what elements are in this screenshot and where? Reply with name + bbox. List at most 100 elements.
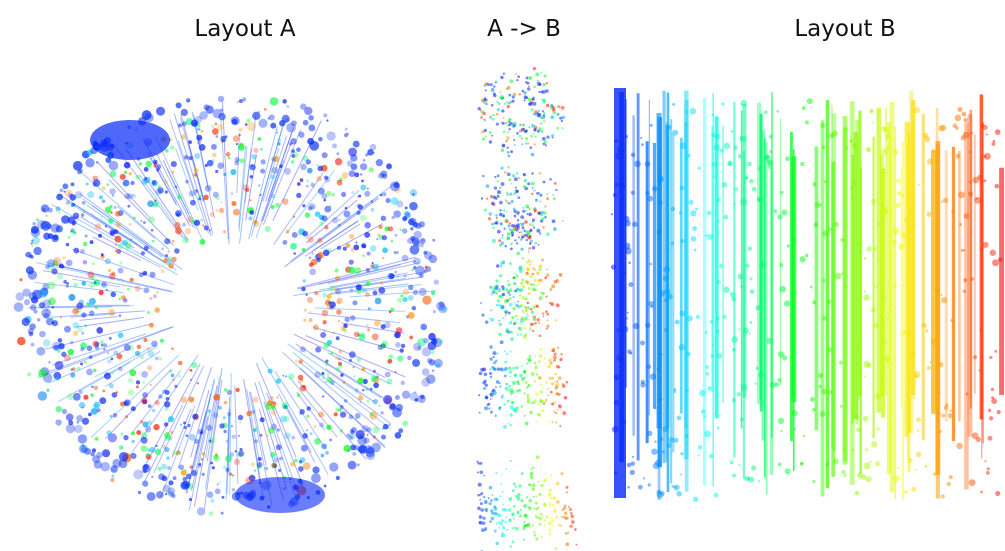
node [307, 236, 314, 243]
node [557, 346, 560, 349]
node [676, 490, 683, 497]
node [542, 83, 546, 87]
node [755, 305, 762, 311]
edge [52, 264, 172, 292]
node [917, 183, 921, 186]
node [559, 524, 562, 527]
node [147, 420, 152, 425]
node [488, 117, 491, 120]
node [51, 305, 55, 309]
node [498, 526, 501, 529]
edge [51, 333, 147, 366]
node [310, 182, 315, 188]
node [536, 516, 540, 520]
node [491, 222, 495, 226]
node [23, 299, 31, 306]
node [361, 179, 364, 183]
node [303, 318, 307, 322]
node [149, 383, 152, 386]
node [518, 514, 522, 518]
node [302, 279, 306, 283]
node [492, 226, 495, 230]
node [335, 475, 340, 480]
node [427, 341, 437, 351]
node [134, 350, 141, 357]
node [329, 462, 339, 472]
node [296, 182, 301, 186]
node [932, 472, 937, 476]
node [304, 106, 313, 116]
node [925, 329, 929, 333]
node [321, 443, 327, 450]
node [111, 194, 115, 197]
node [309, 432, 313, 436]
node [151, 180, 156, 185]
node [884, 133, 891, 140]
node [616, 328, 620, 332]
node [558, 376, 562, 381]
node [484, 119, 486, 122]
node [480, 528, 485, 533]
node [992, 139, 996, 143]
node [989, 355, 993, 360]
node [29, 323, 36, 330]
node [940, 200, 943, 203]
node [163, 179, 168, 185]
node [498, 303, 502, 307]
node [526, 301, 530, 305]
node [225, 439, 229, 443]
node [411, 268, 415, 272]
node [519, 373, 523, 378]
node [140, 436, 148, 444]
node [542, 226, 545, 229]
node [130, 180, 135, 186]
node [131, 431, 136, 436]
node [554, 372, 558, 376]
node [972, 176, 980, 184]
node [872, 247, 877, 251]
node [409, 244, 420, 255]
node [515, 172, 519, 175]
node [549, 474, 553, 478]
node [490, 194, 494, 199]
node [570, 520, 575, 524]
node [366, 323, 369, 327]
node [40, 220, 51, 231]
node [521, 296, 526, 300]
node [57, 338, 63, 343]
node [508, 128, 511, 131]
node [968, 180, 972, 184]
node [747, 246, 753, 251]
node [546, 324, 550, 329]
node [302, 119, 309, 126]
node [372, 263, 380, 271]
node [528, 208, 531, 211]
node [487, 216, 492, 221]
node [396, 297, 403, 303]
node [296, 192, 302, 199]
node [253, 219, 258, 225]
node [484, 89, 487, 92]
node [507, 166, 510, 169]
edge [58, 193, 166, 264]
node [739, 136, 744, 140]
node [975, 436, 982, 443]
node [983, 179, 987, 183]
node [500, 75, 504, 80]
node [556, 112, 560, 116]
node [36, 346, 46, 356]
node [532, 101, 537, 106]
node [523, 504, 527, 508]
node [52, 259, 59, 266]
node [372, 151, 375, 154]
node [211, 152, 217, 158]
edge [325, 368, 374, 403]
node [407, 294, 414, 301]
node [157, 185, 161, 189]
node [164, 432, 171, 439]
node [91, 385, 94, 389]
node [510, 200, 514, 204]
node [565, 491, 569, 494]
node [88, 355, 93, 360]
node [314, 371, 321, 378]
